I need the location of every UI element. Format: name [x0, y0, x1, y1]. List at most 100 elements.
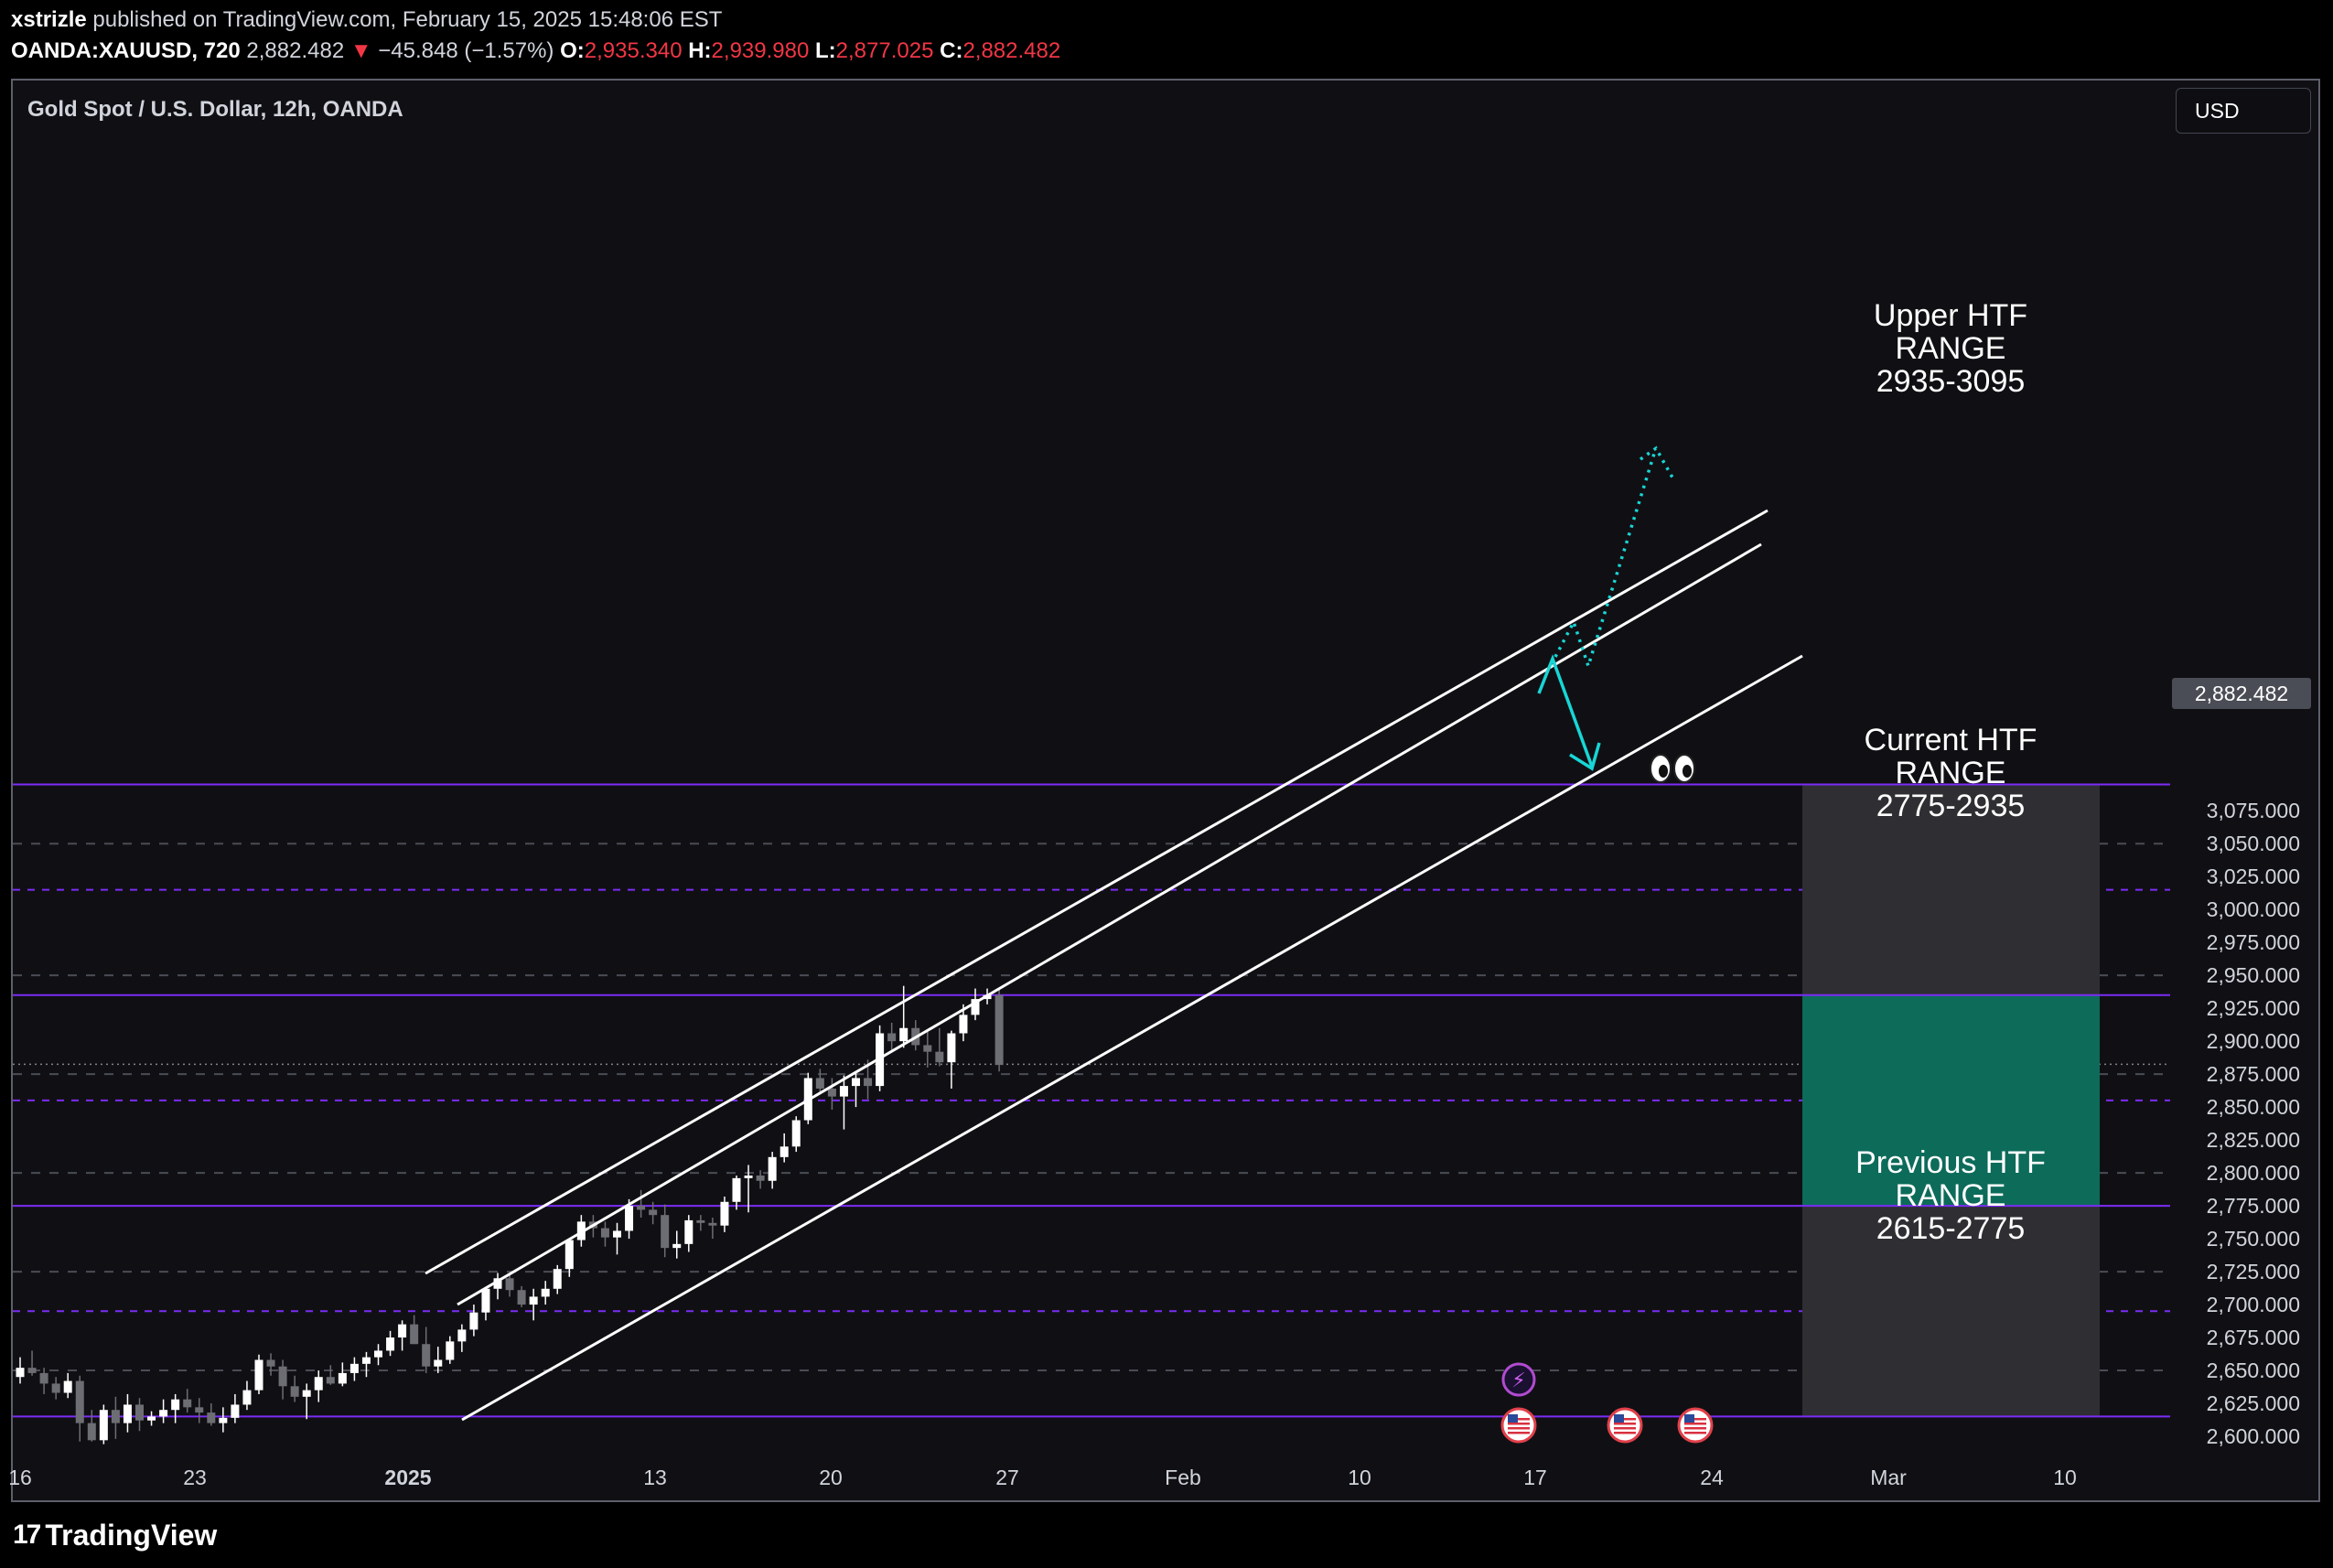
- last-price-label: 2,882.482: [2172, 678, 2311, 709]
- candle-body: [290, 1386, 299, 1397]
- candle-body: [123, 1404, 132, 1423]
- open-label: O:: [560, 38, 585, 63]
- projection-arrows[interactable]: [1537, 446, 1674, 771]
- tv-logo-icon: 17: [13, 1520, 41, 1550]
- close-value: 2,882.482: [962, 38, 1061, 63]
- range-lines: [13, 783, 2170, 1418]
- candle-body: [326, 1377, 335, 1384]
- currency-button[interactable]: USD: [2176, 88, 2311, 134]
- y-tick-label: 2,825.000: [2207, 1128, 2300, 1152]
- candle-body: [923, 1045, 932, 1052]
- candle-body: [147, 1416, 156, 1421]
- range-label-text: Upper HTF: [1874, 298, 2027, 333]
- x-tick-label: 10: [1348, 1466, 1371, 1489]
- y-tick-label: 3,025.000: [2207, 865, 2300, 888]
- candle-body: [374, 1350, 382, 1358]
- candle-body: [386, 1337, 395, 1351]
- candle-body: [183, 1399, 192, 1408]
- candle-body: [600, 1228, 609, 1238]
- y-tick-label: 2,700.000: [2207, 1293, 2300, 1316]
- candle-body: [779, 1146, 789, 1157]
- candle-body: [242, 1390, 252, 1405]
- up-projection-head: [1639, 446, 1674, 478]
- chart-title: Gold Spot / U.S. Dollar, 12h, OANDA: [27, 97, 403, 122]
- y-tick-label: 3,050.000: [2207, 832, 2300, 855]
- candle-body: [111, 1410, 120, 1423]
- candle-body: [864, 1078, 873, 1087]
- x-tick-label: Feb: [1165, 1466, 1201, 1489]
- down-arrow-path: [1537, 654, 1594, 768]
- tradingview-logo[interactable]: 17 TradingView: [13, 1515, 217, 1555]
- candle-body: [398, 1324, 407, 1338]
- candle-body: [481, 1288, 490, 1313]
- ohlc-header: OANDA:XAUUSD, 720 2,882.482 ▼ −45.848 (−…: [11, 38, 1060, 64]
- x-tick-label: 23: [183, 1466, 207, 1489]
- candle-body: [422, 1344, 431, 1367]
- candle-body: [63, 1380, 72, 1393]
- range-label-text: Current HTF: [1865, 723, 2037, 757]
- candle-body: [684, 1219, 693, 1244]
- candle-body: [493, 1278, 502, 1289]
- candle-body: [361, 1357, 371, 1364]
- us-flag-icon: [1607, 1407, 1643, 1444]
- flag-stripe: [1684, 1432, 1706, 1434]
- y-tick-label: 2,975.000: [2207, 930, 2300, 954]
- candle-body: [672, 1243, 682, 1249]
- y-tick-label: 2,775.000: [2207, 1194, 2300, 1218]
- time-axis[interactable]: 16 23 2025 13 20 27 Feb 10 17 24 Mar 10: [8, 1466, 2077, 1489]
- candle-body: [159, 1410, 168, 1417]
- candle-body: [51, 1383, 60, 1393]
- publish-details: published on TradingView.com, February 1…: [86, 7, 723, 32]
- candle-body: [457, 1329, 467, 1342]
- range-zones: [1802, 784, 2100, 1417]
- candles: [16, 985, 1004, 1444]
- candle-body: [349, 1363, 359, 1373]
- flag-stripe: [1508, 1423, 1530, 1425]
- candle-body: [994, 994, 1004, 1066]
- candle-body: [39, 1372, 48, 1384]
- candle-body: [75, 1380, 84, 1423]
- open-value: 2,935.340: [584, 38, 683, 63]
- candle-body: [302, 1390, 311, 1397]
- candle-body: [815, 1078, 824, 1089]
- low-value: 2,877.025: [835, 38, 934, 63]
- y-tick-label: 2,950.000: [2207, 963, 2300, 987]
- candle-body: [756, 1175, 765, 1181]
- x-tick-label: 27: [995, 1466, 1019, 1489]
- range-label-text: RANGE: [1896, 756, 2006, 790]
- current-range-zone: [1802, 994, 2100, 1207]
- down-arrow-icon: ▼: [349, 38, 372, 63]
- eye-pupil: [1659, 765, 1668, 778]
- trend-channel[interactable]: [425, 509, 1803, 1422]
- candle-body: [791, 1120, 801, 1147]
- candle-body: [541, 1288, 550, 1297]
- candle-body: [959, 1015, 968, 1034]
- brand-name: TradingView: [45, 1518, 218, 1552]
- price-axis[interactable]: 3,075.000 3,050.000 3,025.000 3,000.000 2,97…: [2207, 799, 2300, 1448]
- us-flag-icon: [1677, 1407, 1714, 1444]
- candle-body: [613, 1230, 621, 1238]
- candle-body: [27, 1368, 37, 1373]
- y-tick-label: 2,750.000: [2207, 1227, 2300, 1251]
- range-label-text: 2775-2935: [1876, 789, 2026, 823]
- down-arrowhead: [1569, 742, 1601, 771]
- symbol-interval: OANDA:XAUUSD, 720: [11, 38, 241, 63]
- flag-stripe: [1508, 1427, 1530, 1430]
- candle-body: [219, 1417, 228, 1423]
- event-markers[interactable]: 👀⚡: [0, 0, 1714, 1444]
- publish-info: xstrizle published on TradingView.com, F…: [11, 7, 722, 33]
- candle-body: [720, 1201, 729, 1226]
- candle-body: [661, 1215, 670, 1249]
- candle-body: [434, 1359, 443, 1367]
- y-tick-label: 2,875.000: [2207, 1062, 2300, 1086]
- range-label-text: RANGE: [1896, 331, 2006, 366]
- candle-body: [696, 1219, 705, 1223]
- y-tick-label: 2,725.000: [2207, 1260, 2300, 1283]
- candle-body: [469, 1312, 478, 1330]
- candle-body: [708, 1222, 717, 1226]
- candle-body: [768, 1156, 777, 1181]
- candle-body: [278, 1366, 287, 1387]
- x-tick-label: 17: [1523, 1466, 1547, 1489]
- flag-canton: [1684, 1414, 1694, 1423]
